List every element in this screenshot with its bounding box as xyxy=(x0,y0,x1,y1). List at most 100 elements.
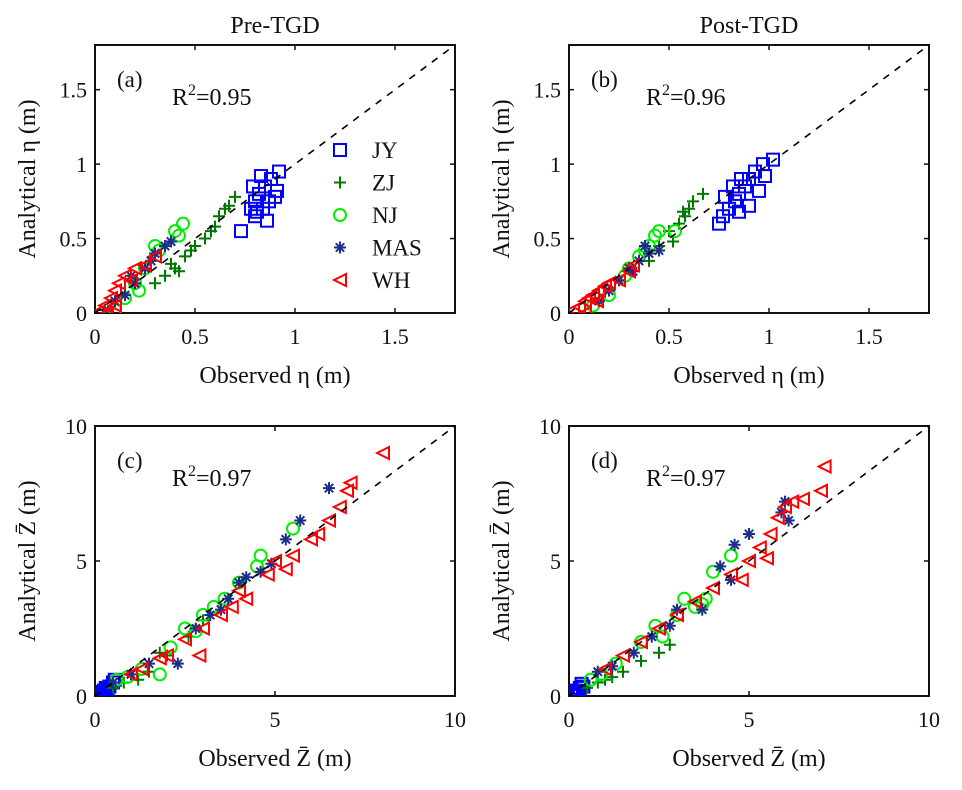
legend-label: WH xyxy=(372,268,410,293)
data-point-zj xyxy=(173,265,185,278)
x-tick-label: 0 xyxy=(564,324,575,349)
data-point-mas xyxy=(782,514,795,527)
data-point-zj xyxy=(687,195,699,208)
data-point-nj xyxy=(253,548,268,563)
r-squared-annotation: R2=0.97 xyxy=(646,463,726,492)
data-point-jy xyxy=(248,194,262,209)
x-axis-label: Observed Z̄ (m) xyxy=(198,746,351,772)
data-point-mas xyxy=(119,289,131,302)
data-point-nj xyxy=(132,283,146,298)
one-to-one-line xyxy=(569,426,929,696)
data-point-nj xyxy=(677,591,692,606)
data-point-wh xyxy=(194,620,210,637)
r2-superscript: 2 xyxy=(188,82,196,99)
legend-item-nj: NJ xyxy=(333,203,398,228)
data-point-mas xyxy=(143,657,155,670)
legend-label: JY xyxy=(372,138,398,163)
panel-c: 0 5 10 0 5 10 Observed Z̄ (m) Analytical Z̄ (m)… xyxy=(15,414,466,772)
one-to-one-line xyxy=(95,426,455,696)
data-point-wh xyxy=(758,550,774,566)
panel-label: (c) xyxy=(117,448,143,473)
legend-marker-mas xyxy=(334,241,346,254)
data-point-wh xyxy=(570,299,586,313)
data-point-wh xyxy=(632,634,648,650)
data-point-jy xyxy=(766,152,780,167)
r2-prefix: R xyxy=(646,85,662,111)
legend-label: NJ xyxy=(372,203,398,228)
data-point-wh xyxy=(733,572,749,588)
x-tick-label: 1 xyxy=(290,324,301,349)
y-tick-label: 0.5 xyxy=(60,227,88,252)
data-point-wh xyxy=(309,526,326,542)
one-to-one-line xyxy=(95,45,455,313)
data-point-mas xyxy=(591,665,604,678)
data-point-wh xyxy=(783,493,800,510)
data-point-zj xyxy=(617,665,629,678)
data-point-wh xyxy=(116,268,132,284)
r2-superscript: 2 xyxy=(188,463,196,480)
data-point-zj xyxy=(223,199,235,212)
y-tick-label: 0 xyxy=(550,301,561,326)
data-point-mas xyxy=(254,565,267,578)
data-point-jy xyxy=(712,216,726,231)
data-point-wh xyxy=(212,607,228,623)
panel-b: 0 0.5 1 1.5 0 0.5 1 1.5 Observed η (m) Analytical… xyxy=(489,44,930,389)
data-point-mas xyxy=(671,603,683,616)
y-tick-label: 1.5 xyxy=(60,78,88,103)
data-point-mas xyxy=(714,560,727,573)
data-point-zj xyxy=(229,190,241,203)
series-jy xyxy=(569,676,591,696)
data-point-jy xyxy=(748,164,762,179)
data-point-mas xyxy=(215,603,227,616)
data-point-mas xyxy=(627,646,640,659)
data-point-wh xyxy=(259,566,275,583)
data-point-jy xyxy=(270,183,284,198)
data-point-nj xyxy=(168,224,182,239)
r2-superscript: 2 xyxy=(662,82,670,99)
data-point-nj xyxy=(176,216,190,231)
legend-marker-nj xyxy=(333,208,347,222)
data-point-jy xyxy=(246,179,260,194)
data-point-zj xyxy=(159,269,171,282)
y-tick-label: 0.5 xyxy=(534,227,562,252)
data-point-mas xyxy=(240,571,253,584)
data-point-nj xyxy=(172,228,186,243)
data-point-wh xyxy=(191,647,207,664)
legend-marker-wh xyxy=(331,272,347,288)
series-zj xyxy=(149,190,241,290)
data-point-mas xyxy=(109,295,121,308)
y-tick-label: 10 xyxy=(65,414,87,439)
data-point-jy xyxy=(732,204,746,219)
data-point-mas xyxy=(129,277,141,290)
data-point-nj xyxy=(652,224,666,239)
r-squared-annotation: R2=0.97 xyxy=(172,463,252,492)
data-point-mas xyxy=(606,660,619,673)
x-tick-label: 0.5 xyxy=(655,324,683,349)
data-point-zj xyxy=(606,671,619,684)
y-axis-label: Analytical η (m) xyxy=(489,99,515,258)
x-axis-label: Observed Z̄ (m) xyxy=(672,746,825,772)
legend-item-jy: JY xyxy=(333,138,398,163)
data-point-wh xyxy=(98,305,114,313)
y-tick-label: 0 xyxy=(76,301,87,326)
data-point-wh xyxy=(576,305,592,313)
data-point-wh xyxy=(133,661,149,677)
data-point-wh xyxy=(122,272,138,288)
data-point-wh xyxy=(584,287,600,303)
x-tick-label: 0.5 xyxy=(181,324,209,349)
data-point-mas xyxy=(696,603,709,616)
data-point-wh xyxy=(614,647,630,664)
y-axis-label: Analytical Z̄ (m) xyxy=(15,480,41,641)
x-tick-label: 0 xyxy=(90,324,101,349)
data-point-zj xyxy=(149,277,161,290)
data-point-jy xyxy=(718,189,732,204)
data-point-mas xyxy=(613,274,625,287)
plot-area xyxy=(95,45,455,313)
data-point-jy xyxy=(758,169,772,184)
data-point-wh xyxy=(596,661,612,677)
data-point-mas xyxy=(725,573,737,586)
panel-a: 0 0.5 1 1.5 0 0.5 1 1.5 Observed η (m) Analytical… xyxy=(15,44,456,389)
data-point-mas xyxy=(728,538,741,551)
y-tick-label: 0 xyxy=(76,684,87,709)
